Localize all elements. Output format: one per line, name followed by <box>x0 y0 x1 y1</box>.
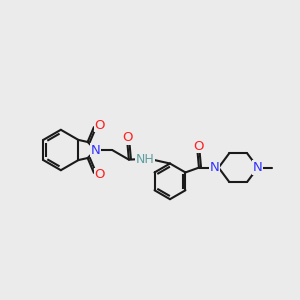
Text: O: O <box>94 118 105 131</box>
Text: N: N <box>209 161 219 174</box>
Text: N: N <box>91 143 100 157</box>
Text: NH: NH <box>135 153 154 166</box>
Text: N: N <box>253 161 263 174</box>
Text: O: O <box>94 169 105 182</box>
Text: O: O <box>194 140 204 153</box>
Text: O: O <box>123 131 133 144</box>
